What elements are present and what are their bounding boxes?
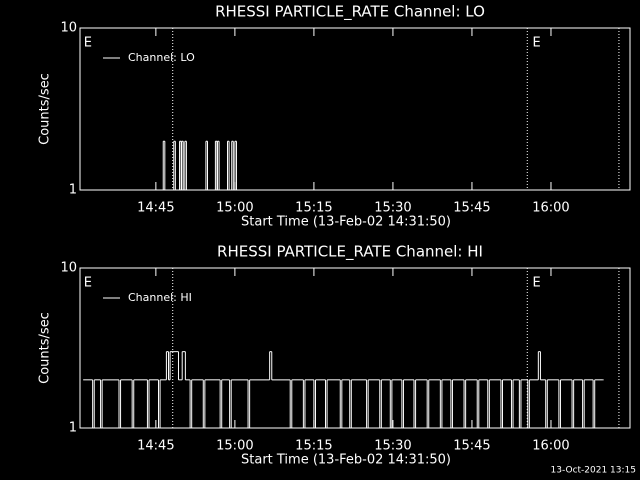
x-tick-label: 15:30 [374, 439, 411, 454]
y-tick-label: 10 [60, 21, 77, 36]
x-tick-label: 15:45 [453, 439, 490, 454]
plot-frame [79, 267, 631, 429]
plot-frame [79, 27, 631, 191]
annotation: E [533, 36, 541, 51]
x-tick-label: 16:00 [532, 439, 569, 454]
x-axis-label: Start Time (13-Feb-02 14:31:50) [241, 453, 451, 468]
chart-title: RHESSI PARTICLE_RATE Channel: HI [217, 243, 483, 262]
annotation: E [84, 36, 92, 51]
annotation: E [84, 276, 92, 291]
y-tick-label: 1 [69, 421, 77, 436]
chart-title: RHESSI PARTICLE_RATE Channel: LO [215, 3, 485, 22]
legend-label: Channel: LO [128, 51, 195, 64]
legend-label: Channel: HI [128, 291, 192, 304]
x-tick-label: 14:45 [137, 201, 174, 216]
x-tick-label: 15:30 [374, 201, 411, 216]
footer-timestamp: 13-Oct-2021 13:15 [551, 466, 636, 476]
x-tick-label: 16:00 [532, 201, 569, 216]
annotation: E [533, 276, 541, 291]
x-tick-label: 15:45 [453, 201, 490, 216]
y-axis-label: Counts/sec [38, 312, 53, 384]
x-tick-label: 15:00 [216, 201, 253, 216]
x-tick-label: 15:15 [295, 439, 332, 454]
x-tick-label: 15:15 [295, 201, 332, 216]
y-tick-label: 10 [60, 261, 77, 276]
x-axis-label: Start Time (13-Feb-02 14:31:50) [241, 215, 451, 230]
x-tick-label: 15:00 [216, 439, 253, 454]
y-tick-label: 1 [69, 183, 77, 198]
y-axis-label: Counts/sec [38, 73, 53, 145]
x-tick-label: 14:45 [137, 439, 174, 454]
